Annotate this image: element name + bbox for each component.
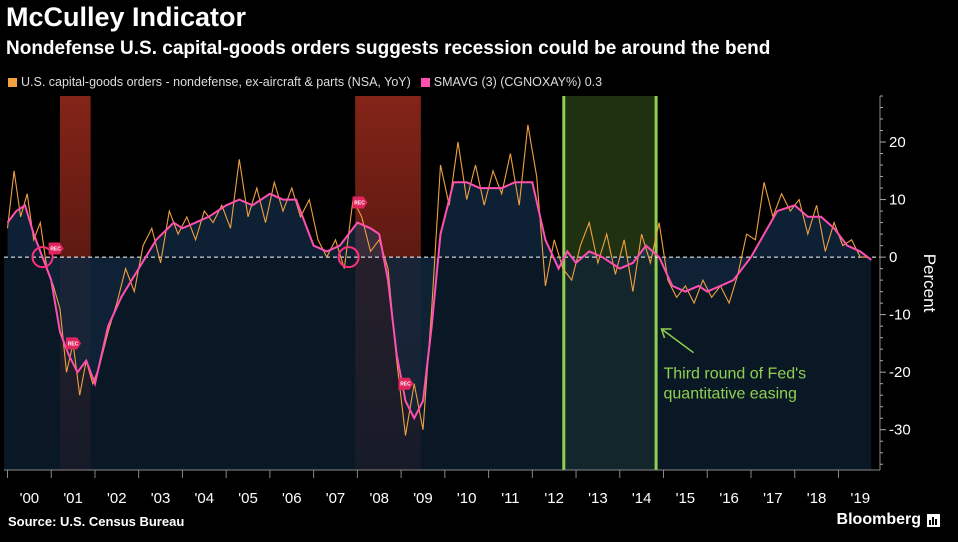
- legend-label-smavg: SMAVG (3) (CGNOXAY%) 0.3: [433, 75, 603, 89]
- x-tick-label: '15: [676, 490, 696, 507]
- x-tick-label: '11: [501, 490, 519, 507]
- source-note: Source: U.S. Census Bureau: [8, 514, 185, 529]
- y-tick-label: -30: [889, 422, 911, 439]
- series-smavg-area: [7, 182, 872, 419]
- annotation-arrow-line: [661, 328, 694, 354]
- legend-swatch-raw: [8, 77, 17, 87]
- x-tick-label: '09: [413, 490, 433, 507]
- x-tick-label: '00: [20, 490, 40, 507]
- x-tick-label: '14: [632, 490, 652, 507]
- x-tick-label: '02: [107, 490, 127, 507]
- rec-label-4: REC: [400, 382, 411, 388]
- x-tick-label: '05: [238, 490, 258, 507]
- annotation-arrow-head: [660, 328, 672, 339]
- below-zero-area: [4, 257, 872, 470]
- rec-marker-3: [352, 196, 368, 209]
- y-tick-label: 20: [889, 134, 906, 151]
- x-tick-label: '07: [326, 490, 346, 507]
- legend-item-smavg: SMAVG (3) (CGNOXAY%) 0.3: [420, 75, 603, 89]
- y-tick-label: -20: [889, 364, 911, 381]
- x-tick-label: '10: [457, 490, 477, 507]
- x-tick-label: '08: [369, 490, 389, 507]
- rec-label-1: REC: [50, 246, 61, 252]
- bar-chart-icon: [927, 513, 940, 527]
- legend: U.S. capital-goods orders - nondefense, …: [8, 75, 612, 89]
- chart-title: McCulley Indicator: [6, 2, 247, 32]
- x-tick-label: '03: [151, 490, 171, 507]
- x-tick-label: '16: [719, 490, 739, 507]
- series-smavg-line: [6, 181, 872, 421]
- x-tick-label: '12: [544, 490, 564, 507]
- x-tick-label: '04: [195, 490, 215, 507]
- brand-name: Bloomberg: [836, 511, 921, 528]
- y-axis-label: Percent: [920, 254, 939, 313]
- rec-label-2: REC: [68, 341, 79, 347]
- signal-circle-1: [31, 246, 54, 269]
- rec-label-3: REC: [354, 200, 365, 206]
- x-tick-label: '18: [807, 490, 827, 507]
- y-tick-label: -10: [889, 307, 911, 324]
- legend-swatch-smavg: [420, 77, 430, 87]
- x-tick-label: '17: [763, 490, 783, 507]
- x-tick-label: '06: [282, 490, 302, 507]
- x-tick-label: '13: [588, 490, 608, 507]
- rec-marker-2: [66, 337, 82, 350]
- signal-circle-2: [337, 246, 360, 269]
- brand-logo: Bloomberg: [837, 511, 940, 529]
- qe-annotation-line-1: Third round of Fed's: [664, 366, 807, 383]
- rec-marker-1: [48, 242, 64, 255]
- legend-label-raw: U.S. capital-goods orders - nondefense, …: [21, 75, 411, 89]
- y-tick-label: 10: [889, 192, 906, 209]
- x-tick-label: '01: [63, 490, 83, 507]
- y-tick-label: 0: [889, 249, 897, 266]
- chart-subtitle: Nondefense U.S. capital-goods orders sug…: [6, 38, 771, 59]
- x-tick-label: '19: [851, 490, 871, 507]
- rec-marker-4: [398, 377, 414, 390]
- legend-item-raw: U.S. capital-goods orders - nondefense, …: [8, 75, 411, 89]
- qe-annotation-line-2: quantitative easing: [664, 386, 797, 403]
